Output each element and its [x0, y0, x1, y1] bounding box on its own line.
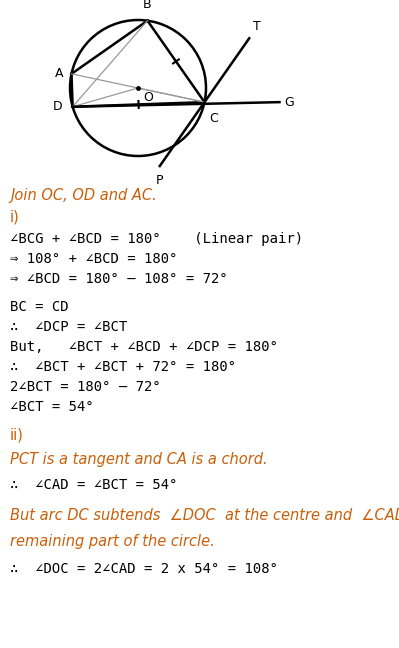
Text: D: D [53, 100, 63, 113]
Text: B: B [143, 0, 152, 10]
Text: 2∠BCT = 180° – 72°: 2∠BCT = 180° – 72° [10, 380, 161, 394]
Text: ∠BCT = 54°: ∠BCT = 54° [10, 400, 94, 414]
Text: BC = CD: BC = CD [10, 300, 69, 314]
Text: ii): ii) [10, 428, 24, 443]
Text: A: A [55, 67, 63, 80]
Text: But arc DC subtends  ∠DOC  at the centre and  ∠CAD  at the: But arc DC subtends ∠DOC at the centre a… [10, 508, 399, 523]
Text: ∴  ∠CAD = ∠BCT = 54°: ∴ ∠CAD = ∠BCT = 54° [10, 478, 178, 492]
Text: O: O [143, 91, 153, 104]
Text: ∴  ∠DCP = ∠BCT: ∴ ∠DCP = ∠BCT [10, 320, 127, 334]
Text: P: P [156, 174, 164, 187]
Text: T: T [253, 20, 261, 33]
Text: remaining part of the circle.: remaining part of the circle. [10, 534, 215, 549]
Text: i): i) [10, 210, 20, 225]
Text: ∴  ∠BCT + ∠BCT + 72° = 180°: ∴ ∠BCT + ∠BCT + 72° = 180° [10, 360, 236, 374]
Text: G: G [284, 96, 294, 109]
Text: ⇒ 108° + ∠BCD = 180°: ⇒ 108° + ∠BCD = 180° [10, 252, 178, 266]
Text: PCT is a tangent and CA is a chord.: PCT is a tangent and CA is a chord. [10, 452, 268, 467]
Text: ⇒ ∠BCD = 180° – 108° = 72°: ⇒ ∠BCD = 180° – 108° = 72° [10, 272, 228, 286]
Text: But,   ∠BCT + ∠BCD + ∠DCP = 180°: But, ∠BCT + ∠BCD + ∠DCP = 180° [10, 340, 278, 354]
Text: C: C [209, 112, 218, 125]
Text: ∴  ∠DOC = 2∠CAD = 2 x 54° = 108°: ∴ ∠DOC = 2∠CAD = 2 x 54° = 108° [10, 562, 278, 576]
Text: ∠BCG + ∠BCD = 180°    (Linear pair): ∠BCG + ∠BCD = 180° (Linear pair) [10, 232, 303, 246]
Text: Join OC, OD and AC.: Join OC, OD and AC. [10, 188, 157, 203]
